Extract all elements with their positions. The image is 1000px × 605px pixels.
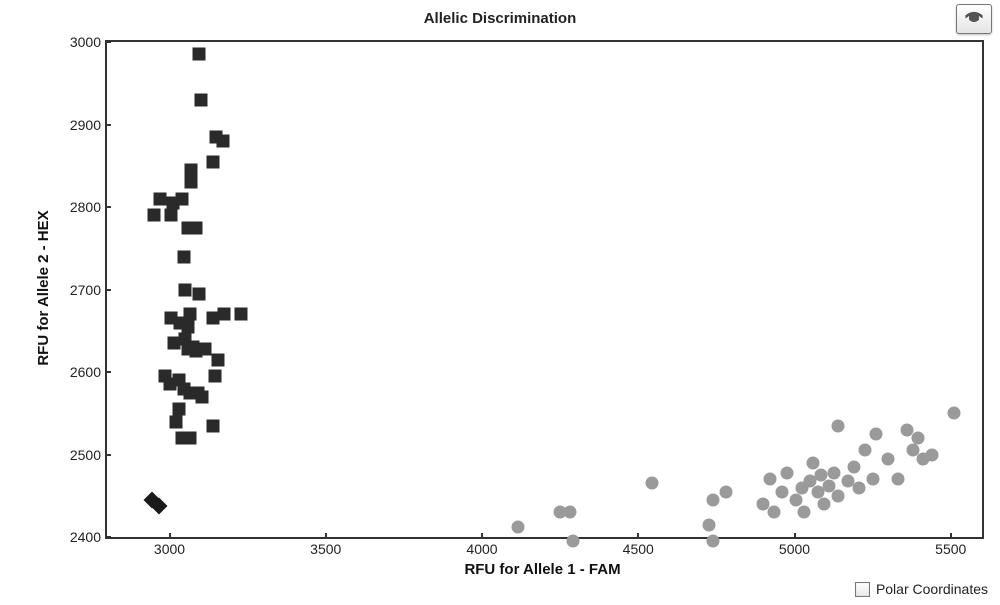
y-axis-label: RFU for Allele 2 - HEX xyxy=(35,210,52,365)
data-point xyxy=(179,283,192,296)
data-point xyxy=(194,93,207,106)
data-point xyxy=(193,48,206,61)
data-point xyxy=(947,407,960,420)
data-point xyxy=(207,419,220,432)
data-point xyxy=(185,176,198,189)
plot-area: 2400250026002700280029003000300035004000… xyxy=(105,40,984,539)
data-point xyxy=(790,493,803,506)
data-point xyxy=(183,308,196,321)
data-point xyxy=(646,477,659,490)
data-point xyxy=(566,535,579,548)
data-point xyxy=(169,415,182,428)
data-point xyxy=(858,444,871,457)
y-tick-label: 2600 xyxy=(70,364,107,380)
data-point xyxy=(154,192,167,205)
data-point xyxy=(176,192,189,205)
data-point xyxy=(190,221,203,234)
data-point xyxy=(911,432,924,445)
data-point xyxy=(891,473,904,486)
x-tick-label: 5000 xyxy=(779,537,810,557)
data-point xyxy=(177,250,190,263)
data-point xyxy=(185,163,198,176)
data-point xyxy=(827,466,840,479)
data-point xyxy=(780,466,793,479)
data-point xyxy=(165,209,178,222)
y-tick-label: 3000 xyxy=(70,34,107,50)
y-tick-label: 2800 xyxy=(70,199,107,215)
x-axis-label: RFU for Allele 1 - FAM xyxy=(464,561,620,578)
polar-coordinates-label: Polar Coordinates xyxy=(876,581,988,597)
x-tick-label: 4000 xyxy=(466,537,497,557)
x-tick-label: 3000 xyxy=(154,537,185,557)
data-point xyxy=(702,518,715,531)
data-point xyxy=(847,460,860,473)
x-tick-label: 4500 xyxy=(623,537,654,557)
data-point xyxy=(207,155,220,168)
data-point xyxy=(172,403,185,416)
data-point xyxy=(183,432,196,445)
data-point xyxy=(511,521,524,534)
data-point xyxy=(776,485,789,498)
y-tick-label: 2700 xyxy=(70,282,107,298)
data-point xyxy=(218,308,231,321)
y-tick-label: 2900 xyxy=(70,117,107,133)
data-point xyxy=(832,419,845,432)
data-point xyxy=(882,452,895,465)
data-point xyxy=(196,390,209,403)
data-point xyxy=(818,498,831,511)
data-point xyxy=(199,342,212,355)
data-point xyxy=(866,473,879,486)
y-tick-label: 2400 xyxy=(70,529,107,545)
data-point xyxy=(182,320,195,333)
y-tick-label: 2500 xyxy=(70,447,107,463)
data-point xyxy=(832,489,845,502)
x-tick-label: 3500 xyxy=(310,537,341,557)
polar-coordinates-toggle[interactable]: Polar Coordinates xyxy=(855,581,988,597)
data-point xyxy=(926,448,939,461)
data-point xyxy=(768,506,781,519)
data-point xyxy=(216,135,229,148)
data-point xyxy=(707,493,720,506)
data-point xyxy=(235,308,248,321)
data-point xyxy=(707,535,720,548)
data-point xyxy=(193,287,206,300)
data-point xyxy=(563,506,576,519)
data-point xyxy=(211,353,224,366)
data-point xyxy=(869,427,882,440)
data-point xyxy=(763,473,776,486)
chart-container: Allelic Discrimination 24002500260027002… xyxy=(0,0,1000,605)
chart-title: Allelic Discrimination xyxy=(0,10,1000,27)
dropdown-arrow-icon xyxy=(963,10,985,28)
data-point xyxy=(208,370,221,383)
data-point xyxy=(797,506,810,519)
data-point xyxy=(852,481,865,494)
chart-menu-button[interactable] xyxy=(956,4,992,34)
x-tick-label: 5500 xyxy=(935,537,966,557)
data-point xyxy=(719,485,732,498)
checkbox-icon xyxy=(855,582,870,597)
data-point xyxy=(807,456,820,469)
data-point xyxy=(147,209,160,222)
